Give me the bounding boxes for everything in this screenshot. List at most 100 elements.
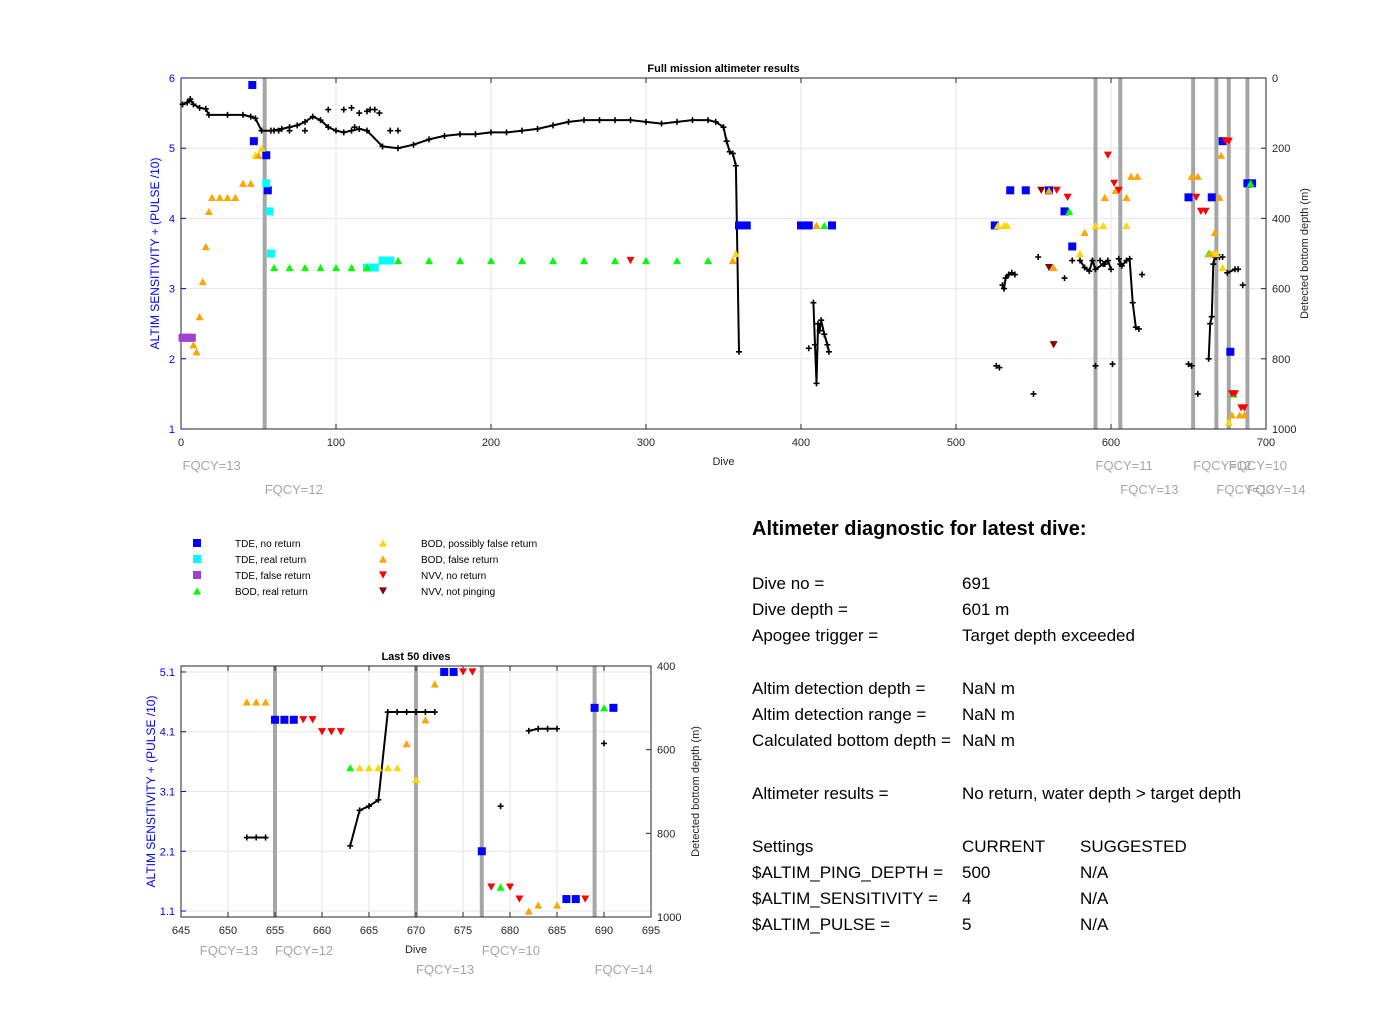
bottom-depth-point — [333, 127, 339, 134]
marker-bod-possibly-false-return — [374, 763, 383, 772]
bottom-depth-point — [410, 141, 417, 148]
marker-bod-false-return — [1206, 249, 1215, 258]
bottom-depth-point — [805, 345, 812, 352]
bottom-depth-point — [253, 834, 260, 841]
fqcy-label: FQCY=13 — [1120, 482, 1178, 497]
fqcy-label: FQCY=13 — [1216, 482, 1274, 497]
marker-bod-false-return — [195, 313, 204, 321]
bottom-depth-point — [364, 127, 370, 134]
altim-detection-range-label: Altim detection range = — [752, 705, 927, 724]
marker-bod-false-return — [215, 193, 224, 201]
sensitivity-label: $ALTIM_SENSITIVITY = — [752, 889, 938, 908]
marker-tde-no-return — [1226, 347, 1235, 356]
y-tick-label: 3.1 — [160, 787, 175, 799]
marker-bod-real-return — [425, 256, 433, 265]
marker-bod-possibly-false-return — [383, 763, 392, 772]
marker-bod-real-return — [518, 256, 526, 265]
bottom-depth-point — [1104, 257, 1111, 264]
bottom-depth-point — [996, 364, 1003, 371]
marker-nvv-not-pinging — [1049, 341, 1058, 349]
y2-tick-label: 1000 — [1272, 424, 1296, 436]
bottom-depth-point — [720, 124, 727, 131]
y-axis-label: ALTIM SENSITIVITY + (PULSE /10) — [148, 158, 162, 350]
bottom-depth-point — [247, 113, 254, 120]
pulse-suggested: N/A — [1080, 915, 1109, 934]
bottom-depth-point — [1117, 261, 1124, 268]
marker-tde-no-return — [1060, 207, 1069, 216]
marker-bod-false-return — [242, 698, 251, 706]
legend-marker — [193, 539, 201, 547]
marker-tde-no-return — [248, 81, 257, 90]
x-tick-label: 660 — [313, 925, 331, 937]
bottom-depth-point — [1081, 264, 1088, 271]
bottom-depth-point — [705, 117, 711, 124]
marker-tde-real-return — [265, 207, 274, 216]
marker-tde-no-return — [742, 221, 751, 230]
axes-box — [180, 77, 1267, 430]
bottom-depth-point — [309, 113, 316, 120]
marker-bod-false-return — [812, 221, 821, 230]
marker-nvv-not-pinging — [1045, 263, 1053, 272]
marker-tde-no-return — [609, 703, 618, 712]
legend-marker — [379, 571, 387, 579]
diagnostic-title: Altimeter diagnostic for latest dive: — [752, 518, 1087, 540]
legend-label: NVV, not pinging — [421, 587, 495, 598]
bottom-depth-point — [224, 111, 231, 118]
marker-bod-real-return — [285, 263, 294, 272]
bottom-depth-point — [601, 740, 607, 747]
marker-bod-false-return — [246, 179, 255, 187]
x-tick-label: 400 — [792, 437, 810, 449]
bottom-depth-point — [993, 362, 1000, 369]
marker-bod-possibly-false-return — [1091, 221, 1100, 230]
marker-bod-possibly-false-return — [257, 144, 266, 152]
marker-nvv-no-return — [506, 883, 514, 891]
bottom-depth-point — [1239, 282, 1246, 289]
marker-tde-no-return — [1184, 193, 1193, 202]
bottom-depth-point — [1030, 390, 1037, 397]
bottom-depth-point — [384, 709, 391, 716]
bottom-depth-point — [356, 110, 363, 117]
bottom-depth-point — [179, 101, 186, 108]
bottom-depth-point — [325, 106, 332, 113]
marker-bod-false-return — [1187, 172, 1196, 180]
bottom-depth-point — [252, 115, 259, 122]
bottom-depth-point — [736, 348, 742, 355]
marker-bod-false-return — [1217, 151, 1226, 159]
bottom-depth-point — [1035, 254, 1042, 261]
marker-tde-no-return — [249, 137, 258, 146]
bottom-depth-point — [1188, 362, 1195, 369]
bottom-depth-point — [1005, 271, 1012, 278]
apogee-label: Apogee trigger = — [752, 626, 879, 645]
x-axis-label: Dive — [405, 944, 427, 956]
bottom-depth-line — [349, 711, 435, 847]
marker-tde-no-return — [828, 221, 836, 230]
marker-bod-false-return — [198, 277, 207, 286]
bottom-depth-point — [348, 104, 355, 111]
marker-nvv-no-return — [1201, 207, 1210, 215]
y2-axis-label: Detected bottom depth (m) — [690, 726, 702, 857]
x-tick-label: 300 — [637, 437, 655, 449]
bottom-depth-point — [544, 725, 551, 732]
bottom-depth-point — [1207, 320, 1214, 327]
marker-bod-false-return — [239, 179, 247, 187]
dive-no-value: 691 — [962, 574, 991, 593]
bottom-depth-point — [340, 106, 347, 113]
marker-tde-no-return — [562, 895, 571, 904]
legend-marker — [379, 555, 387, 563]
bottom-depth-point — [387, 127, 394, 134]
ping-depth-suggested: N/A — [1080, 863, 1109, 882]
bottom-depth-point — [825, 348, 832, 355]
bottom-depth-point — [1135, 325, 1142, 332]
marker-bod-false-return — [1133, 172, 1142, 180]
bottom-depth-point — [376, 110, 383, 117]
marker-nvv-no-return — [308, 716, 317, 724]
fqcy-label: FQCY=13 — [416, 962, 474, 977]
bottom-depth-point — [1210, 261, 1217, 268]
marker-bod-false-return — [204, 207, 213, 215]
marker-nvv-no-return — [487, 883, 496, 891]
marker-bod-false-return — [524, 907, 533, 915]
marker-nvv-no-return — [318, 728, 326, 736]
y-tick-label: 2.1 — [160, 846, 175, 858]
sensitivity-suggested: N/A — [1080, 889, 1109, 908]
x-tick-label: 600 — [1102, 437, 1120, 449]
